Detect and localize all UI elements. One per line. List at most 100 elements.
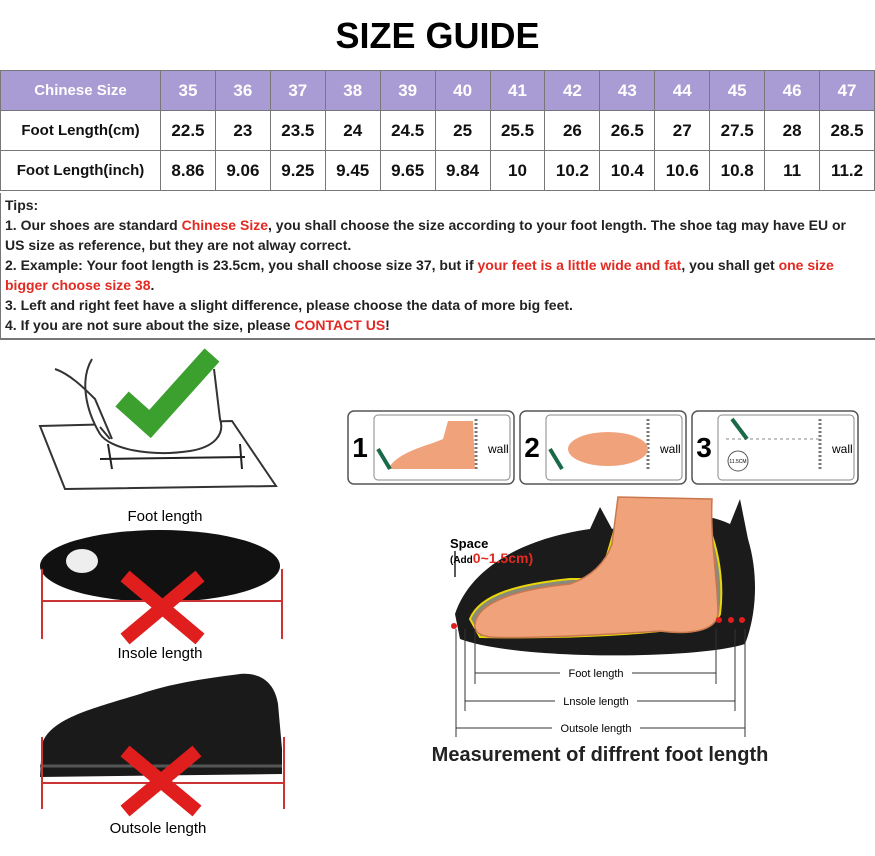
cell: 11.2 (819, 150, 875, 191)
check-mark (115, 348, 220, 439)
wall-label: wall (487, 442, 509, 456)
tip-line: 2. Example: Your foot length is 23.5cm, … (5, 255, 855, 295)
cell: 24.5 (379, 110, 436, 151)
space-label: Space (450, 536, 488, 551)
cell: 28 (764, 110, 821, 151)
cell: 26 (544, 110, 601, 151)
foot-top (568, 432, 648, 466)
add-text: (Add (450, 555, 473, 566)
cell: 10.8 (709, 150, 766, 191)
dot (716, 617, 722, 623)
mark-line (99, 456, 246, 460)
foot-side (388, 421, 475, 469)
cell: 10 (489, 150, 546, 191)
size-table: Chinese Size 35 36 37 38 39 40 41 42 43 44 45 46 47 Fo… (0, 70, 875, 191)
cell: 36 (214, 70, 271, 111)
caption: Measurement of diffrent foot length (432, 744, 769, 766)
hand-sketch (54, 368, 113, 440)
range-text: 0~1.5cm) (473, 550, 533, 566)
cell: 47 (819, 70, 875, 111)
cell: 8.86 (160, 150, 216, 191)
tip-line: 3. Left and right feet have a slight dif… (5, 295, 855, 315)
cell: 44 (654, 70, 711, 111)
cell: 43 (599, 70, 656, 111)
cell: 37 (269, 70, 326, 111)
cell: 22.5 (160, 110, 216, 151)
steps: 1 wall 2 wall 3 wall 11.5CM (347, 410, 859, 485)
cell: 9.65 (379, 150, 436, 191)
cell: 9.25 (269, 150, 326, 191)
note: 11.5CM (729, 459, 746, 465)
insole (40, 530, 280, 602)
tips: Tips: 1. Our shoes are standard Chinese … (0, 193, 875, 340)
note-circle (727, 450, 749, 472)
cell: 39 (379, 70, 436, 111)
highlight-text: CONTACT US (294, 317, 386, 333)
highlight-text: one size bigger choose size 38 (5, 257, 834, 293)
cell: 26.5 (599, 110, 656, 151)
tip-text: , you shall choose the size according to… (5, 217, 846, 253)
foot (474, 496, 719, 639)
tip-text: 4. If you are not sure about the size, p… (5, 317, 295, 333)
tip-text: . (150, 277, 155, 293)
cell: 46 (764, 70, 821, 111)
row-label: Foot Length(inch) (0, 150, 161, 191)
cell: 10.6 (654, 150, 711, 191)
cell: 40 (434, 70, 491, 111)
table-row: Foot Length(inch) 8.86 9.06 9.25 9.45 9.65 9.8… (0, 150, 875, 191)
tip-line: 1. Our shoes are standard Chinese Size, … (5, 215, 855, 255)
tip-text: 3. Left and right feet have a slight dif… (5, 297, 573, 313)
wall-label: wall (659, 442, 681, 456)
cell: 45 (709, 70, 766, 111)
tip-text: 2. Example: Your foot length is 23.5cm, … (5, 257, 478, 273)
cell: 23.5 (269, 110, 326, 151)
title: SIZE GUIDE (335, 15, 540, 56)
header-row: Chinese Size 35 36 37 38 39 40 41 42 43 44 45 46 47 (0, 70, 875, 111)
cell: 35 (160, 70, 216, 111)
dimension-label: Foot length (568, 668, 623, 680)
cell: 11 (764, 150, 821, 191)
table-row: Foot Length(cm) 22.5 23 23.5 24 24.5 25 25.5 26 2… (0, 110, 875, 151)
pen (730, 417, 749, 441)
highlight-text: Chinese Size (181, 217, 268, 233)
tip-text: 1. Our shoes are standard (5, 217, 182, 233)
label: Insole length (117, 645, 202, 662)
step-number: 3 (696, 432, 712, 463)
dimension-lines (455, 629, 746, 737)
pen (376, 447, 392, 471)
cross-mark (120, 570, 205, 645)
mark-line (239, 443, 243, 470)
label: Outsole length (110, 820, 207, 837)
cell: 9.84 (434, 150, 491, 191)
cell: 10.4 (599, 150, 656, 191)
tips-heading: Tips: (5, 197, 39, 213)
cell: 41 (489, 70, 546, 111)
dot (451, 623, 457, 629)
tip-line: 4. If you are not sure about the size, p… (5, 315, 855, 335)
cell: 25.5 (489, 110, 546, 151)
pen (548, 447, 564, 471)
mark-line (107, 443, 113, 470)
cell: 28.5 (819, 110, 875, 151)
cell: 38 (324, 70, 381, 111)
step-number: 1 (352, 432, 368, 463)
cell: 24 (324, 110, 381, 151)
label: Foot length (127, 508, 202, 525)
add-label: (Add0~1.5cm) (450, 550, 533, 566)
insole-logo (66, 549, 98, 573)
cell: 9.06 (214, 150, 271, 191)
dot (739, 617, 745, 623)
row-label: Foot Length(cm) (0, 110, 161, 151)
cell: 25 (434, 110, 491, 151)
cell: 42 (544, 70, 601, 111)
dot (728, 617, 734, 623)
sneaker (40, 673, 282, 777)
cell: 27 (654, 110, 711, 151)
wall-label: wall (831, 442, 853, 456)
dimension-label: Lnsole length (563, 696, 628, 708)
highlight-text: your feet is a little wide and fat (477, 257, 682, 273)
cell: 10.2 (544, 150, 601, 191)
row-label: Chinese Size (0, 70, 161, 111)
tip-text: , you shall get (681, 257, 779, 273)
